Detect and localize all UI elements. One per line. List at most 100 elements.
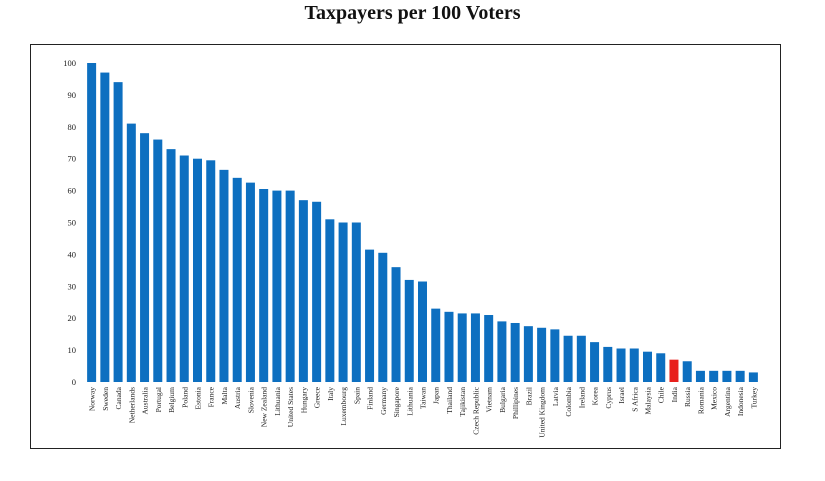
bar xyxy=(470,313,480,382)
x-tick-label: Cyprus xyxy=(604,387,613,409)
x-tick-label: Austria xyxy=(233,386,242,409)
bar xyxy=(590,342,600,383)
x-tick-label: Russia xyxy=(683,386,692,407)
bar xyxy=(338,222,348,382)
bar xyxy=(365,249,375,382)
bar xyxy=(418,281,427,382)
x-tick-label: Netherlands xyxy=(127,387,136,423)
bar xyxy=(298,200,308,382)
x-tick-label: Lithuania xyxy=(273,386,282,415)
y-tick-label: 50 xyxy=(68,218,77,228)
bar xyxy=(245,182,255,383)
bar xyxy=(259,189,269,382)
bar xyxy=(113,82,123,382)
y-tick-label: 30 xyxy=(68,281,77,291)
bar xyxy=(193,158,202,382)
x-tick-label: Malaysia xyxy=(644,386,653,414)
x-tick-label: Slovenia xyxy=(246,386,255,413)
x-tick-label: Latvia xyxy=(551,386,560,406)
bar xyxy=(669,359,679,382)
x-tick-label: Turkey xyxy=(749,387,758,409)
bar xyxy=(497,321,507,382)
x-tick-label: Japan xyxy=(432,387,441,404)
x-tick-label: Lithuania xyxy=(405,386,414,415)
x-tick-label: India xyxy=(670,386,679,402)
x-tick-label: Phillipines xyxy=(511,387,520,419)
x-tick-label: Israel xyxy=(617,387,626,404)
bar xyxy=(87,63,97,382)
bar xyxy=(709,370,719,382)
bar xyxy=(179,155,189,382)
x-tick-label: Belgium xyxy=(167,387,176,413)
bar xyxy=(616,348,626,382)
x-tick-label: Canada xyxy=(114,386,123,409)
x-tick-label: France xyxy=(207,386,216,407)
bar xyxy=(206,160,216,382)
bar xyxy=(550,329,560,382)
x-tick-label: Sweden xyxy=(101,387,110,411)
y-tick-label: 10 xyxy=(68,345,77,355)
bar xyxy=(378,252,388,382)
x-tick-label: Chile xyxy=(657,386,666,403)
x-tick-label: Luxembourg xyxy=(339,387,348,426)
x-tick-label: New Zealand xyxy=(260,387,269,427)
bar xyxy=(391,267,401,382)
x-tick-label: Spain xyxy=(352,387,361,404)
bar xyxy=(722,370,732,382)
x-tick-label: Thailand xyxy=(445,387,454,414)
x-tick-label: Portugal xyxy=(154,387,163,412)
chart-title: Taxpayers per 100 Voters xyxy=(304,2,521,24)
x-tick-label: Indonesia xyxy=(736,386,745,416)
bar xyxy=(285,190,295,382)
bar xyxy=(748,372,758,382)
bar xyxy=(312,201,322,382)
bar xyxy=(140,133,150,382)
x-tick-label: Estonia xyxy=(194,386,203,409)
bar xyxy=(695,370,705,382)
y-tick-label: 70 xyxy=(68,154,77,164)
x-tick-label: Ireland xyxy=(577,387,586,408)
y-tick-label: 0 xyxy=(72,377,76,387)
x-tick-label: Czech Republic xyxy=(471,386,480,434)
bar xyxy=(576,335,586,382)
x-tick-label: Finland xyxy=(366,387,375,410)
x-tick-label: Italy xyxy=(326,387,335,401)
x-tick-label: Tajikistan xyxy=(458,387,467,417)
bar xyxy=(431,308,441,382)
y-tick-label: 90 xyxy=(68,90,77,100)
bar xyxy=(643,351,652,382)
x-tick-label: Greece xyxy=(313,386,322,408)
y-tick-label: 60 xyxy=(68,186,77,196)
x-tick-label: Taiwan xyxy=(419,387,428,409)
bar xyxy=(682,361,692,382)
bar xyxy=(537,327,547,382)
x-tick-label: Romania xyxy=(696,386,705,414)
bar xyxy=(603,346,613,382)
x-tick-label: Vietnam xyxy=(485,387,494,413)
bar xyxy=(219,169,229,382)
bar xyxy=(126,123,136,383)
bar xyxy=(153,139,163,382)
bar xyxy=(166,149,176,382)
bar xyxy=(563,335,573,382)
bar xyxy=(510,322,520,382)
bar xyxy=(404,279,414,382)
x-tick-label: Singapore xyxy=(392,386,401,417)
bar xyxy=(100,72,110,382)
bar xyxy=(523,326,533,382)
bar xyxy=(325,219,335,382)
chart-frame xyxy=(30,44,781,449)
x-tick-label: Colombia xyxy=(564,386,573,416)
y-tick-label: 80 xyxy=(68,122,77,132)
x-tick-label: Korea xyxy=(591,386,600,405)
bar xyxy=(232,177,242,382)
x-tick-label: Argentina xyxy=(723,386,732,417)
bar xyxy=(351,222,361,382)
x-tick-label: Malta xyxy=(220,386,229,404)
x-tick-label: Brazil xyxy=(524,387,533,405)
x-tick-label: S Africa xyxy=(630,386,639,411)
x-tick-label: Bulgaria xyxy=(498,386,507,412)
bar xyxy=(457,313,467,382)
x-tick-label: Australia xyxy=(141,386,150,414)
